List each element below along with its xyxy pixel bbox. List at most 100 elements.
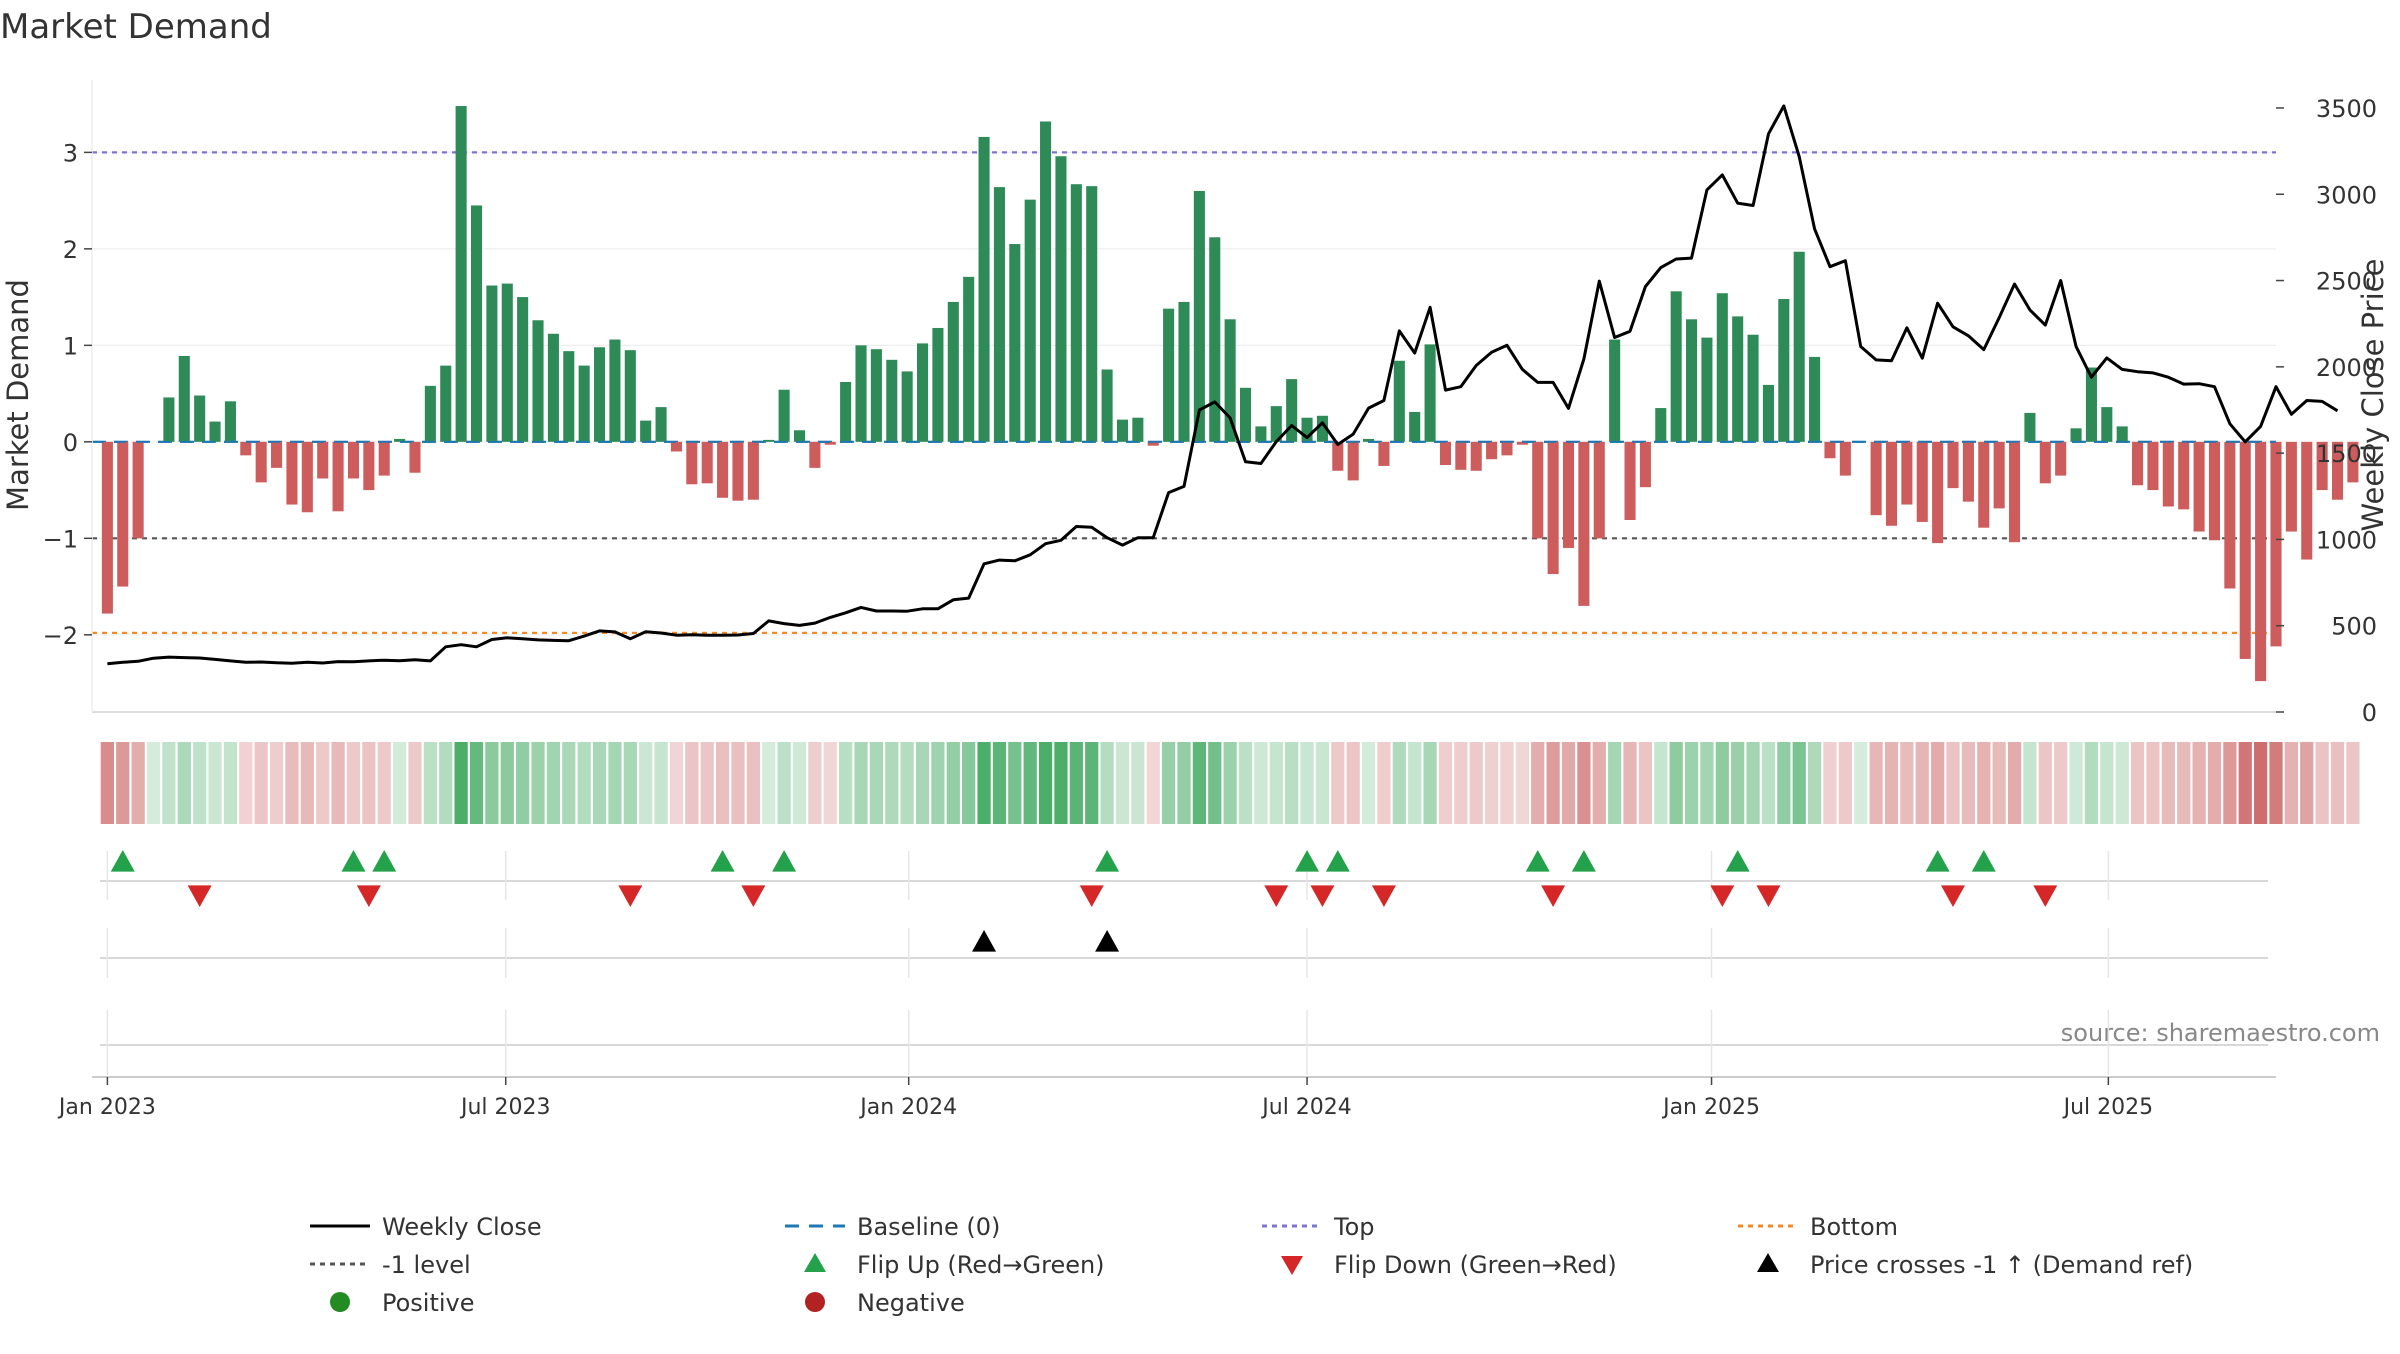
heat-cell xyxy=(946,742,960,824)
legend-label: Weekly Close xyxy=(382,1213,542,1241)
demand-bar xyxy=(1962,441,1974,502)
heat-cell xyxy=(1223,742,1237,824)
heat-cell xyxy=(654,742,668,824)
heat-cell xyxy=(1638,742,1653,824)
demand-bar xyxy=(747,441,759,500)
legend: Weekly Close Baseline (0) Top Bottom -1 leve… xyxy=(310,1213,2193,1317)
demand-bar xyxy=(1686,319,1698,442)
heat-cell xyxy=(1761,742,1776,824)
heat-cell xyxy=(1346,742,1360,824)
demand-bar xyxy=(2085,367,2097,442)
demand-bar xyxy=(563,351,575,442)
demand-bar xyxy=(1301,417,1313,442)
legend-label: Positive xyxy=(382,1289,475,1317)
demand-bar xyxy=(1116,419,1129,442)
demand-bar xyxy=(440,365,452,442)
legend-swatch xyxy=(805,1292,825,1312)
demand-bar xyxy=(2178,441,2190,510)
heat-cell xyxy=(1546,742,1560,824)
flip-down-marker xyxy=(1710,885,1735,907)
heat-cell xyxy=(608,742,622,824)
heat-cell xyxy=(1254,742,1268,824)
demand-bar xyxy=(363,441,375,491)
heat-cell xyxy=(454,742,468,824)
demand-bar xyxy=(917,343,929,442)
demand-bar xyxy=(1762,384,1774,442)
y2-tick-label: 3000 xyxy=(2316,181,2377,209)
x-axis: Jan 2023 Jul 2023 Jan 2024 Jul 2024 Jan 2025… xyxy=(57,1076,2276,1120)
heat-cell xyxy=(1915,742,1929,824)
heat-cell xyxy=(1331,742,1345,824)
heat-cell xyxy=(2300,742,2314,824)
demand-bar xyxy=(1655,408,1667,442)
legend-label: Negative xyxy=(857,1289,965,1317)
demand-bar xyxy=(2193,441,2205,532)
flip-up-marker xyxy=(1571,850,1596,872)
heat-cell xyxy=(346,742,361,824)
heat-cell xyxy=(669,742,684,824)
demand-bar xyxy=(1870,441,1882,516)
heat-cell xyxy=(1008,742,1022,824)
demand-bar xyxy=(178,355,190,442)
heat-cell xyxy=(1854,742,1868,824)
heat-cell xyxy=(1531,742,1545,824)
demand-bar xyxy=(1716,293,1728,442)
heat-cell xyxy=(792,742,807,824)
demand-bar xyxy=(1286,379,1298,442)
demand-bar xyxy=(1947,441,1959,489)
demand-bar xyxy=(2039,441,2051,484)
demand-bar xyxy=(1424,344,1436,442)
demand-bar xyxy=(332,441,344,512)
legend-label: -1 level xyxy=(382,1251,471,1279)
demand-bar xyxy=(1455,441,1467,470)
heat-cell xyxy=(377,742,391,824)
heat-cell xyxy=(2346,742,2360,824)
heat-cell xyxy=(2330,742,2345,824)
flip-up-marker xyxy=(1725,850,1750,872)
heat-cell xyxy=(2023,742,2037,824)
heat-cell xyxy=(392,742,407,824)
heat-cell xyxy=(777,742,791,824)
demand-bar xyxy=(2255,441,2267,682)
heat-cell xyxy=(1669,742,1683,824)
heat-cell xyxy=(2207,742,2222,824)
demand-bar xyxy=(2301,441,2313,560)
y2-tick-label: 3500 xyxy=(2316,95,2377,123)
heat-cell xyxy=(1884,742,1899,824)
flip-down-marker xyxy=(1756,885,1781,907)
heat-cell xyxy=(1054,742,1068,824)
heat-cell xyxy=(1408,742,1422,824)
demand-bar xyxy=(240,441,252,456)
heat-cell xyxy=(2130,742,2145,824)
marker-panels xyxy=(100,850,2268,1075)
demand-bar xyxy=(1916,441,1928,522)
demand-bar xyxy=(2331,441,2344,500)
demand-bar xyxy=(1593,441,1605,539)
heat-cell xyxy=(1946,742,1960,824)
demand-bar xyxy=(1978,441,1990,528)
heat-cell xyxy=(2238,742,2252,824)
heat-cell xyxy=(1500,742,1514,824)
heat-cell xyxy=(1931,742,1945,824)
demand-bar xyxy=(901,371,913,442)
demand-bar xyxy=(2101,407,2113,442)
demand-bar xyxy=(2070,428,2082,442)
demand-bar xyxy=(886,359,898,442)
demand-bar xyxy=(778,389,790,442)
demand-bar xyxy=(1086,186,1098,442)
demand-bar xyxy=(2024,412,2036,442)
demand-bar xyxy=(1793,251,1805,442)
demand-bar xyxy=(809,441,821,468)
demand-bar xyxy=(1178,301,1190,442)
demand-bar xyxy=(1901,441,1913,505)
heat-cell xyxy=(439,742,453,824)
axes-layer: 3 2 1 0 −1 −2 0 500 1000 1500 2000 2500 3000 3500 xyxy=(43,80,2377,727)
demand-bar xyxy=(301,441,313,513)
demand-bar xyxy=(2009,441,2021,543)
heat-cell xyxy=(1038,742,1053,824)
demand-bar xyxy=(1609,339,1621,442)
legend-swatch xyxy=(1281,1256,1303,1275)
demand-bar xyxy=(947,301,959,442)
legend-label: Flip Down (Green→Red) xyxy=(1334,1251,1617,1279)
